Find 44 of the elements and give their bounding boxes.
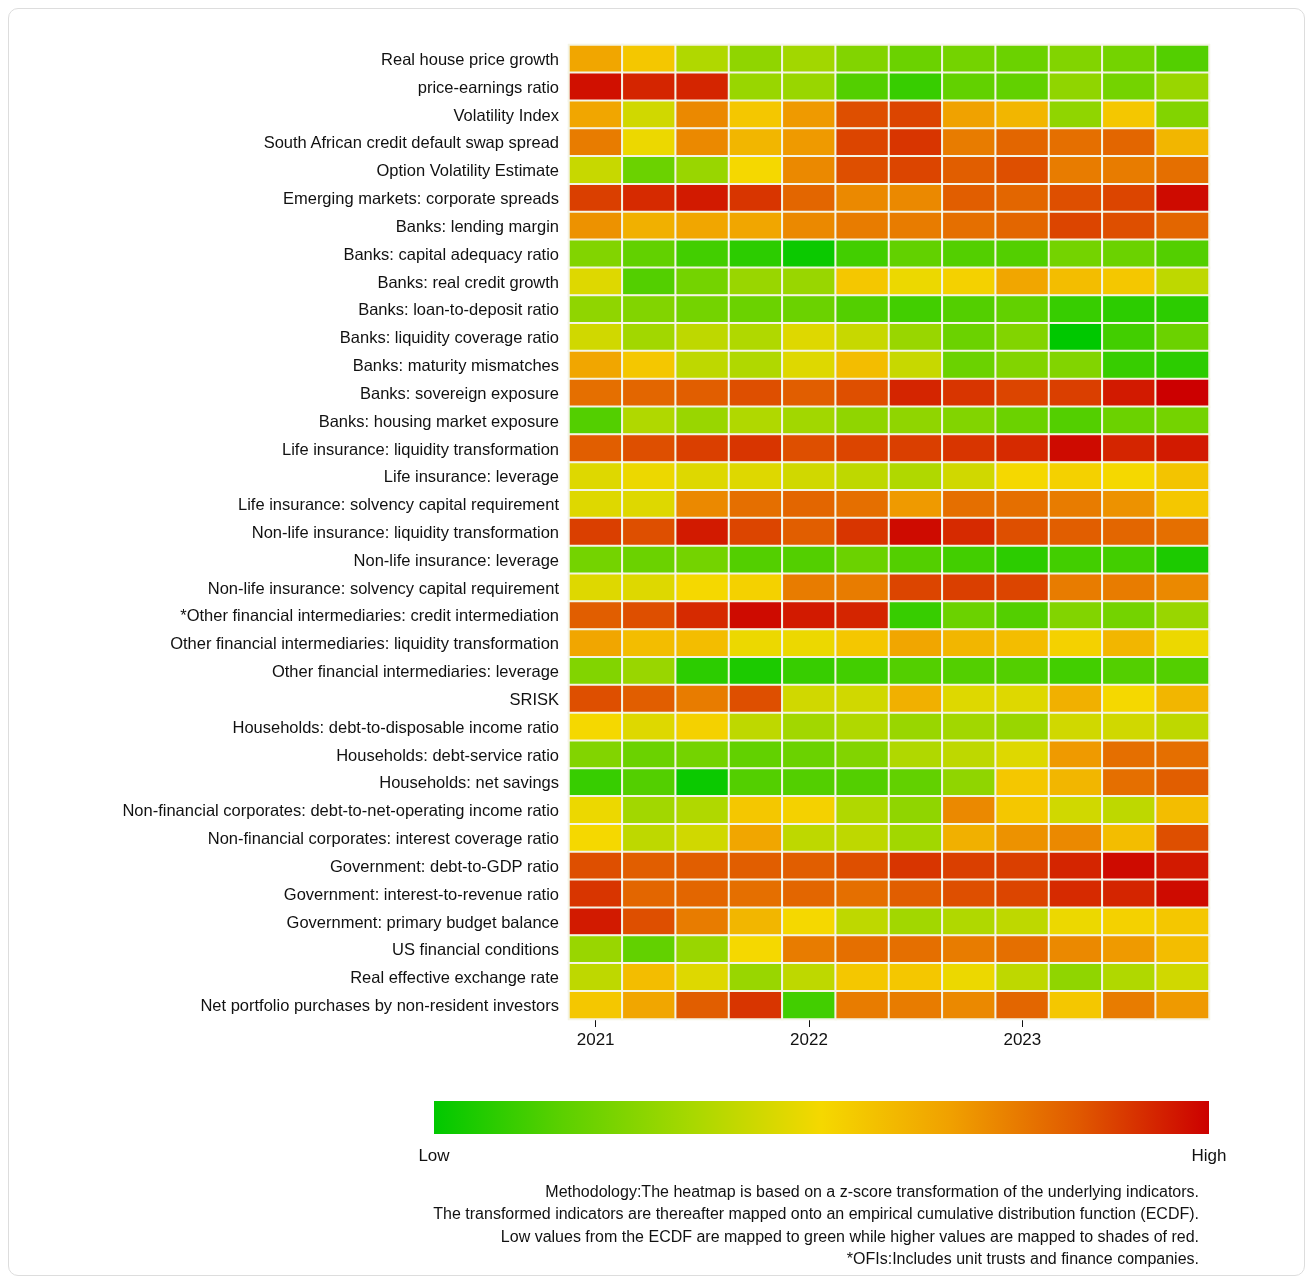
y-tick-label: Non-life insurance: solvency capital requirement — [207, 578, 560, 597]
text: Low values from the ECDF are mapped to green while higher values are mapped to shades of red. — [500, 1227, 1199, 1245]
y-tick-label: Net portfolio purchases by non-resident investors — [200, 996, 559, 1015]
y-tick-label: SRISK — [509, 689, 559, 708]
y-tick-label: Households: debt-to-disposable income ratio — [232, 717, 559, 736]
y-tick-label: Banks: maturity mismatches — [352, 356, 559, 375]
y-tick-label: Government: interest-to-revenue ratio — [283, 884, 559, 903]
text: Methodology:The heatmap is based on a z-score transformation of the underlying indicators. — [545, 1182, 1199, 1200]
y-tick-label: Non-financial corporates: interest coverage ratio — [207, 829, 559, 848]
y-tick-label: price-earnings ratio — [417, 77, 559, 96]
y-tick-label: Government: debt-to-GDP ratio — [330, 856, 559, 875]
y-tick-label: Emerging markets: corporate spreads — [282, 189, 559, 208]
y-tick-label: Life insurance: leverage — [383, 467, 559, 486]
y-tick-label: Banks: housing market exposure — [318, 411, 559, 430]
x-tick-label: 2022 — [790, 1030, 828, 1049]
y-tick-label: Real house price growth — [381, 49, 559, 68]
y-tick-label: Banks: lending margin — [395, 216, 559, 235]
y-tick-label: Option Volatility Estimate — [376, 161, 559, 180]
y-tick-label: US financial conditions — [392, 940, 559, 959]
color-bar-label: High — [1191, 1146, 1227, 1165]
y-tick-label: Banks: sovereign exposure — [359, 383, 559, 402]
y-tick-label: *Other financial intermediaries: credit intermediation — [180, 606, 559, 625]
x-tick-label: 2023 — [1003, 1030, 1042, 1049]
y-tick-label: Banks: loan-to-deposit ratio — [358, 300, 559, 319]
y-tick-label: Banks: liquidity coverage ratio — [339, 328, 559, 347]
text: The transformed indicators are thereafter mapped onto an empirical cumulative distribution function (ECDF). — [433, 1205, 1199, 1222]
y-tick-label: Other financial intermediaries: liquidity transformation — [170, 634, 559, 653]
y-tick-label: Banks: capital adequacy ratio — [343, 244, 559, 263]
y-tick-label: Households: net savings — [379, 773, 559, 792]
y-tick-label: Households: debt-service ratio — [336, 745, 559, 764]
y-tick-label: Other financial intermediaries: leverage — [271, 662, 559, 681]
y-tick-label: Non-financial corporates: debt-to-net-operating income ratio — [122, 801, 559, 820]
y-tick-label: Banks: real credit growth — [377, 272, 559, 291]
text: *OFIs:Includes unit trusts and finance companies. — [846, 1250, 1199, 1267]
y-tick-label: Non-life insurance: leverage — [353, 550, 559, 569]
y-tick-label: Life insurance: solvency capital requirement — [237, 495, 560, 514]
y-tick-label: Government: primary budget balance — [286, 912, 559, 931]
y-tick-label: Real effective exchange rate — [350, 968, 559, 987]
y-tick-label: Life insurance: liquidity transformation — [282, 439, 559, 458]
y-tick-label: Non-life insurance: liquidity transformation — [251, 523, 559, 541]
color-bar-label: Low — [418, 1146, 451, 1165]
y-tick-label: Volatility Index — [453, 105, 560, 124]
y-tick-label: South African credit default swap spread — [263, 133, 559, 152]
x-tick-label: 2021 — [576, 1030, 615, 1049]
